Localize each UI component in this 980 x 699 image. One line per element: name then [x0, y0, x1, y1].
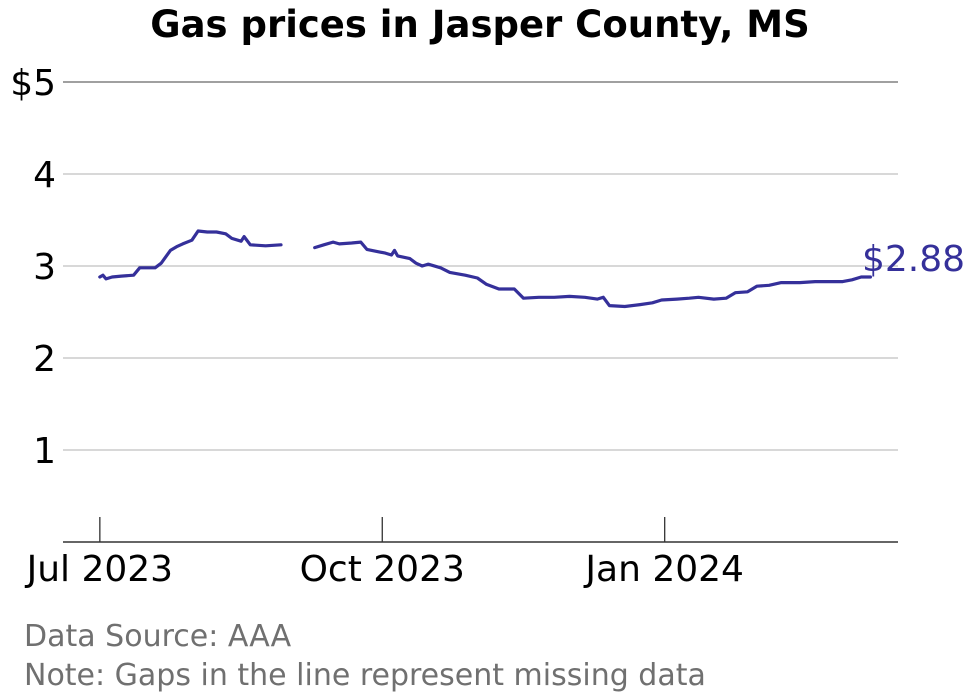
- y-tick-label-2: 2: [33, 339, 56, 380]
- latest-price-label: $2.88: [862, 239, 965, 280]
- missing-data-note: Note: Gaps in the line represent missing…: [24, 658, 706, 693]
- y-tick-label-3: 3: [33, 247, 56, 288]
- x-tick-label-2: Jan 2024: [583, 549, 744, 590]
- y-tick-label-1: 1: [33, 431, 56, 472]
- price-series: [98, 229, 872, 309]
- x-tick-label-1: Oct 2023: [300, 549, 465, 590]
- gridlines: [63, 81, 898, 451]
- x-axis-ticks: Jul 2023 Oct 2023 Jan 2024: [25, 517, 744, 590]
- series-line-segment-2: [313, 240, 872, 309]
- y-axis-tick-labels: 1 2 3 4 $5: [10, 63, 56, 472]
- x-tick-label-0: Jul 2023: [25, 549, 174, 590]
- chart-title: Gas prices in Jasper County, MS: [150, 3, 810, 46]
- data-source-note: Data Source: AAA: [24, 619, 292, 654]
- series-line-segment-1: [98, 229, 283, 281]
- y-tick-label-5: $5: [10, 63, 56, 104]
- y-tick-label-4: 4: [33, 155, 56, 196]
